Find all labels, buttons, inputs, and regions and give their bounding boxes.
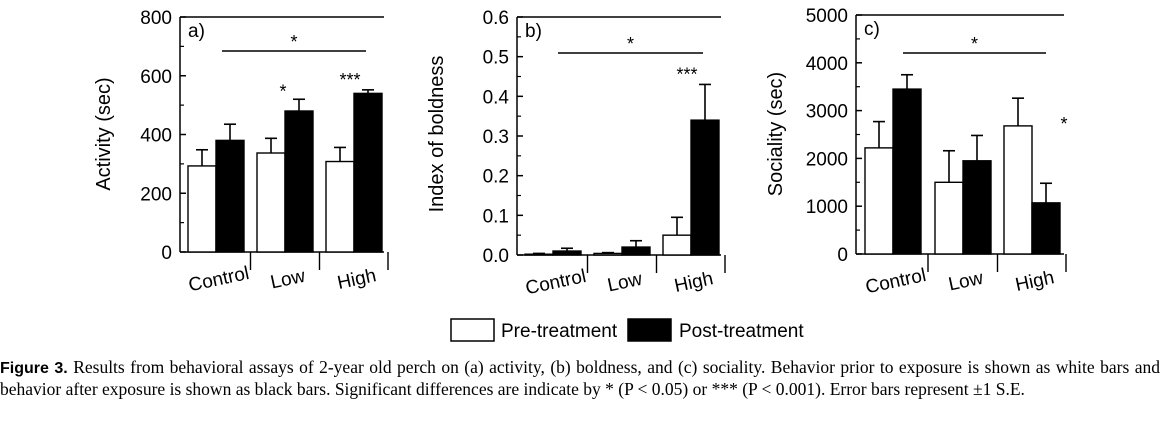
bracket-marker: *: [290, 32, 297, 52]
bar-pre-high: [325, 160, 355, 253]
legend-swatch: [627, 318, 672, 342]
legend-label: Pre-treatment: [501, 321, 618, 342]
x-tick-label: Control: [187, 263, 251, 296]
y-axis-label: Sociality (sec): [765, 72, 787, 196]
x-tick-label: Control: [524, 266, 588, 299]
bar-post-low: [621, 246, 651, 256]
y-tick-label: 0.5: [483, 48, 509, 69]
panel-label: b): [525, 21, 542, 42]
legend-item-post: Post-treatment: [627, 318, 804, 342]
y-tick-label: 0.0: [483, 246, 509, 267]
significance-marker: ***: [339, 70, 360, 90]
significance-marker: *: [1060, 114, 1067, 134]
y-tick-label: 0.3: [483, 127, 509, 148]
x-tick-label: High: [673, 268, 716, 297]
y-tick-label: 600: [140, 67, 172, 88]
y-tick-label: 4000: [806, 54, 848, 75]
legend-label: Post-treatment: [679, 321, 804, 342]
bar-post-control: [892, 88, 922, 255]
bar-post-control: [215, 139, 245, 253]
chart-panel-2: 0.0 0.1 0.2 0.3 0.4 0.5 0.6 Index of boldness b)…: [426, 8, 726, 299]
bar-post-high: [353, 92, 383, 253]
bar-post-low: [284, 110, 314, 253]
y-axis-label: Index of boldness: [426, 56, 448, 213]
charts-canvas: 0 200 400 600 800 Activity (sec) a) Control * Low…: [93, 6, 1068, 342]
x-tick-label: Low: [269, 266, 308, 294]
bar-pre-control: [864, 147, 894, 255]
caption-lead: Figure 3.: [0, 360, 68, 377]
bar-pre-high: [662, 234, 692, 256]
bar-post-low: [962, 160, 992, 255]
y-tick-label: 0.4: [483, 87, 510, 108]
significance-marker: *: [279, 81, 286, 101]
legend-item-pre: Pre-treatment: [450, 318, 618, 342]
caption-text: Results from behavioral assays of 2-year…: [0, 357, 1160, 399]
y-tick-label: 400: [140, 126, 172, 147]
y-tick-label: 0.1: [483, 206, 509, 227]
y-tick-label: 3000: [806, 102, 848, 123]
y-tick-label: 2000: [806, 149, 848, 170]
y-tick-label: 0: [161, 243, 172, 264]
x-tick-label: High: [1014, 267, 1057, 296]
figure-caption: Figure 3. Results from behavioral assays…: [0, 357, 1160, 399]
bracket-marker: *: [971, 34, 978, 54]
y-tick-label: 200: [140, 184, 172, 205]
bar-pre-low: [593, 252, 623, 256]
y-tick-label: 800: [140, 8, 172, 29]
y-tick-label: 0.6: [483, 8, 509, 29]
panel-label: c): [864, 19, 880, 40]
x-tick-label: Low: [947, 268, 986, 296]
bar-pre-high: [1003, 125, 1033, 255]
bar-post-high: [1031, 202, 1061, 255]
significance-marker: ***: [676, 64, 697, 84]
panel-label: a): [188, 21, 205, 42]
bar-pre-control: [524, 253, 554, 256]
bar-pre-control: [187, 165, 217, 253]
y-axis-label: Activity (sec): [93, 77, 115, 190]
bracket-marker: *: [627, 34, 634, 54]
legend-swatch: [450, 318, 495, 342]
bar-pre-low: [256, 152, 286, 253]
y-tick-label: 5000: [806, 6, 848, 27]
bar-pre-low: [934, 181, 964, 255]
y-tick-label: 0.2: [483, 167, 509, 188]
x-tick-label: Control: [864, 265, 928, 298]
y-tick-label: 1000: [806, 197, 848, 218]
y-tick-label: 0: [837, 245, 848, 266]
bar-post-control: [552, 250, 582, 256]
x-tick-label: High: [336, 265, 379, 294]
bar-post-high: [690, 119, 720, 256]
x-tick-label: Low: [606, 269, 645, 297]
legend: Pre-treatment Post-treatment: [450, 318, 804, 342]
chart-panel-1: 0 200 400 600 800 Activity (sec) a) Control * Low…: [93, 8, 389, 296]
chart-panel-3: 0 1000 2000 3000 4000 5000 Sociality (sec) c) Co…: [765, 6, 1068, 298]
